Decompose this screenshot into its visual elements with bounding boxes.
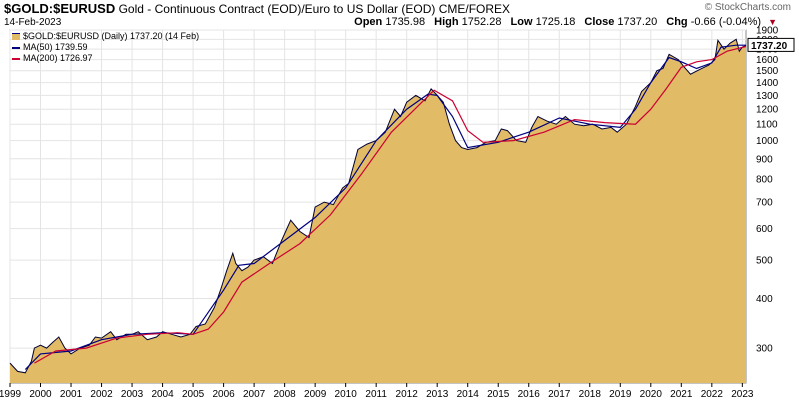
legend-item-ma50: MA(50) 1739.59 — [12, 42, 199, 53]
y-tick-label: 400 — [756, 294, 773, 305]
y-tick-label: 1900 — [756, 26, 779, 37]
x-tick-label: 2004 — [151, 389, 174, 400]
close-label: Close — [584, 16, 615, 28]
exchange-label: CME/FOREX — [438, 2, 511, 16]
symbol-description: Gold - Continuous Contract (EOD)/Euro to… — [118, 2, 436, 16]
y-tick-label: 1200 — [756, 105, 779, 116]
y-tick-label: 300 — [756, 344, 773, 355]
last-value-label: 1737.20 — [751, 41, 788, 52]
x-tick-label: 2020 — [640, 389, 663, 400]
y-tick-label: 600 — [756, 224, 773, 235]
legend-item-ma200: MA(200) 1726.97 — [12, 53, 199, 64]
x-tick-label: 2002 — [90, 389, 113, 400]
close-value: 1737.20 — [617, 16, 658, 28]
x-tick-label: 2013 — [426, 389, 449, 400]
low-label: Low — [510, 16, 533, 28]
y-tick-label: 800 — [756, 175, 773, 186]
y-tick-label: 500 — [756, 256, 773, 267]
open-label: Open — [354, 16, 383, 28]
x-tick-label: 2008 — [274, 389, 297, 400]
chart-date: 14-Feb-2023 — [4, 17, 62, 28]
x-tick-label: 2001 — [60, 389, 83, 400]
x-tick-label: 2018 — [579, 389, 602, 400]
x-tick-label: 2010 — [335, 389, 358, 400]
high-label: High — [434, 16, 459, 28]
high-value: 1752.28 — [461, 16, 502, 28]
last-value-box — [747, 37, 795, 52]
x-tick-label: 2000 — [29, 389, 52, 400]
x-tick-label: 2017 — [548, 389, 571, 400]
chart-legend: $GOLD:$EURUSD (Daily) 1737.20 (14 Feb) M… — [12, 31, 199, 64]
x-tick-label: 2012 — [396, 389, 419, 400]
x-tick-label: 2006 — [212, 389, 235, 400]
y-tick-label: 700 — [756, 198, 773, 209]
y-tick-label: 1100 — [756, 120, 778, 131]
legend-ma50-label: MA(50) 1739.59 — [23, 42, 88, 52]
x-tick-label: 2021 — [670, 389, 693, 400]
legend-price-label: $GOLD:$EURUSD (Daily) 1737.20 (14 Feb) — [23, 31, 200, 41]
x-tick-label: 2023 — [731, 389, 754, 400]
x-tick-label: 2015 — [487, 389, 510, 400]
y-tick-label: 1600 — [756, 55, 779, 66]
ma200-line — [34, 45, 747, 364]
y-tick-label: 1500 — [756, 66, 779, 77]
brand-watermark: © StockCharts.com — [704, 2, 791, 13]
y-tick-label: 900 — [756, 154, 773, 165]
x-tick-label: 2014 — [457, 389, 480, 400]
x-tick-label: 2005 — [182, 389, 205, 400]
x-tick-label: 1999 — [0, 389, 22, 400]
x-tick-label: 2007 — [243, 389, 266, 400]
y-tick-label: 1300 — [756, 91, 779, 102]
x-tick-label: 2003 — [121, 389, 144, 400]
x-tick-label: 2019 — [609, 389, 632, 400]
down-arrow-icon: ▼ — [768, 17, 777, 27]
ma50-swatch — [12, 46, 20, 49]
chg-value: -0.66 (-0.04%) — [690, 16, 762, 28]
chart-title: $GOLD:$EURUSD Gold - Continuous Contract… — [4, 1, 510, 16]
x-tick-label: 2011 — [365, 389, 387, 400]
legend-item-price: $GOLD:$EURUSD (Daily) 1737.20 (14 Feb) — [12, 31, 199, 42]
symbol-label: $GOLD:$EURUSD — [4, 1, 116, 16]
x-tick-label: 2016 — [518, 389, 541, 400]
price-swatch — [12, 33, 20, 40]
chg-label: Chg — [666, 16, 688, 28]
ohlc-readout: Open 1735.98 High 1752.28 Low 1725.18 Cl… — [348, 16, 777, 28]
legend-ma200-label: MA(200) 1726.97 — [23, 53, 93, 63]
ma200-swatch — [12, 57, 20, 60]
y-tick-label: 1400 — [756, 78, 779, 89]
open-value: 1735.98 — [385, 16, 426, 28]
low-value: 1725.18 — [535, 16, 576, 28]
x-tick-label: 2009 — [304, 389, 327, 400]
y-tick-label: 1000 — [756, 136, 779, 147]
x-tick-label: 2022 — [701, 389, 724, 400]
